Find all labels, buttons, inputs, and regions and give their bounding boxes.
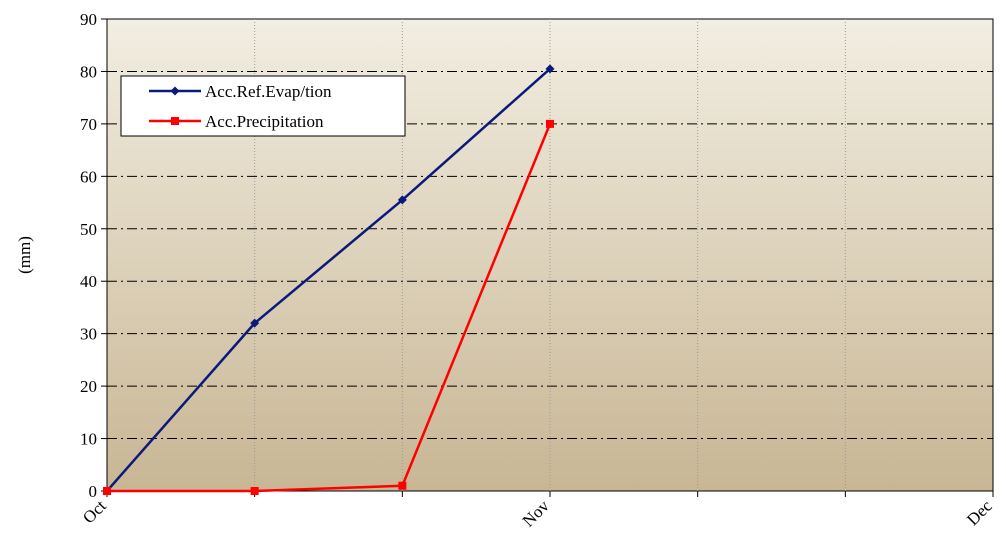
y-tick-label: 90 bbox=[80, 10, 97, 29]
y-tick-label: 40 bbox=[80, 272, 97, 291]
y-axis: 0 10 20 30 40 50 60 70 80 90 bbox=[80, 10, 107, 501]
legend-label: Acc.Ref.Evap/tion bbox=[205, 82, 332, 101]
series-line bbox=[106, 67, 551, 492]
legend: Acc.Ref.Evap/tion Acc.Precipitation bbox=[120, 75, 406, 137]
data-point bbox=[545, 64, 555, 74]
series-line bbox=[107, 123, 552, 493]
data-point bbox=[250, 318, 260, 328]
series-2 bbox=[103, 119, 554, 495]
x-tick-label: Oct bbox=[79, 496, 110, 527]
x-tick-label: Nov bbox=[519, 496, 553, 530]
y-tick-label: 50 bbox=[80, 220, 97, 239]
legend-box bbox=[120, 75, 406, 137]
legend-label: Acc.Precipitation bbox=[205, 112, 324, 131]
y-tick-label: 80 bbox=[80, 62, 97, 81]
y-tick-label: 70 bbox=[80, 115, 97, 134]
data-point bbox=[397, 195, 407, 205]
x-axis: Oct Nov Dec bbox=[79, 491, 996, 531]
y-tick-label: 60 bbox=[80, 167, 97, 186]
data-point bbox=[546, 119, 554, 128]
y-tick-label: 20 bbox=[80, 377, 97, 396]
data-point bbox=[170, 86, 180, 96]
x-tick-label: Dec bbox=[963, 496, 996, 529]
y-tick-label: 0 bbox=[89, 482, 98, 501]
data-point bbox=[171, 117, 179, 125]
y-axis-label: (mm) bbox=[15, 236, 34, 274]
data-point bbox=[398, 481, 407, 490]
y-tick-label: 30 bbox=[80, 325, 97, 344]
data-point bbox=[103, 487, 111, 495]
y-tick-label: 10 bbox=[80, 430, 97, 449]
series bbox=[102, 64, 555, 496]
data-point bbox=[250, 487, 259, 495]
